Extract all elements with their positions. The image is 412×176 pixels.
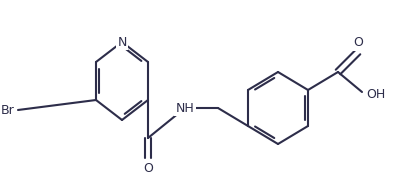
Text: O: O <box>353 36 363 49</box>
Text: O: O <box>143 162 153 175</box>
Text: Br: Br <box>1 103 15 117</box>
Text: NH: NH <box>176 102 194 115</box>
Text: N: N <box>117 36 126 49</box>
Text: OH: OH <box>366 87 385 100</box>
